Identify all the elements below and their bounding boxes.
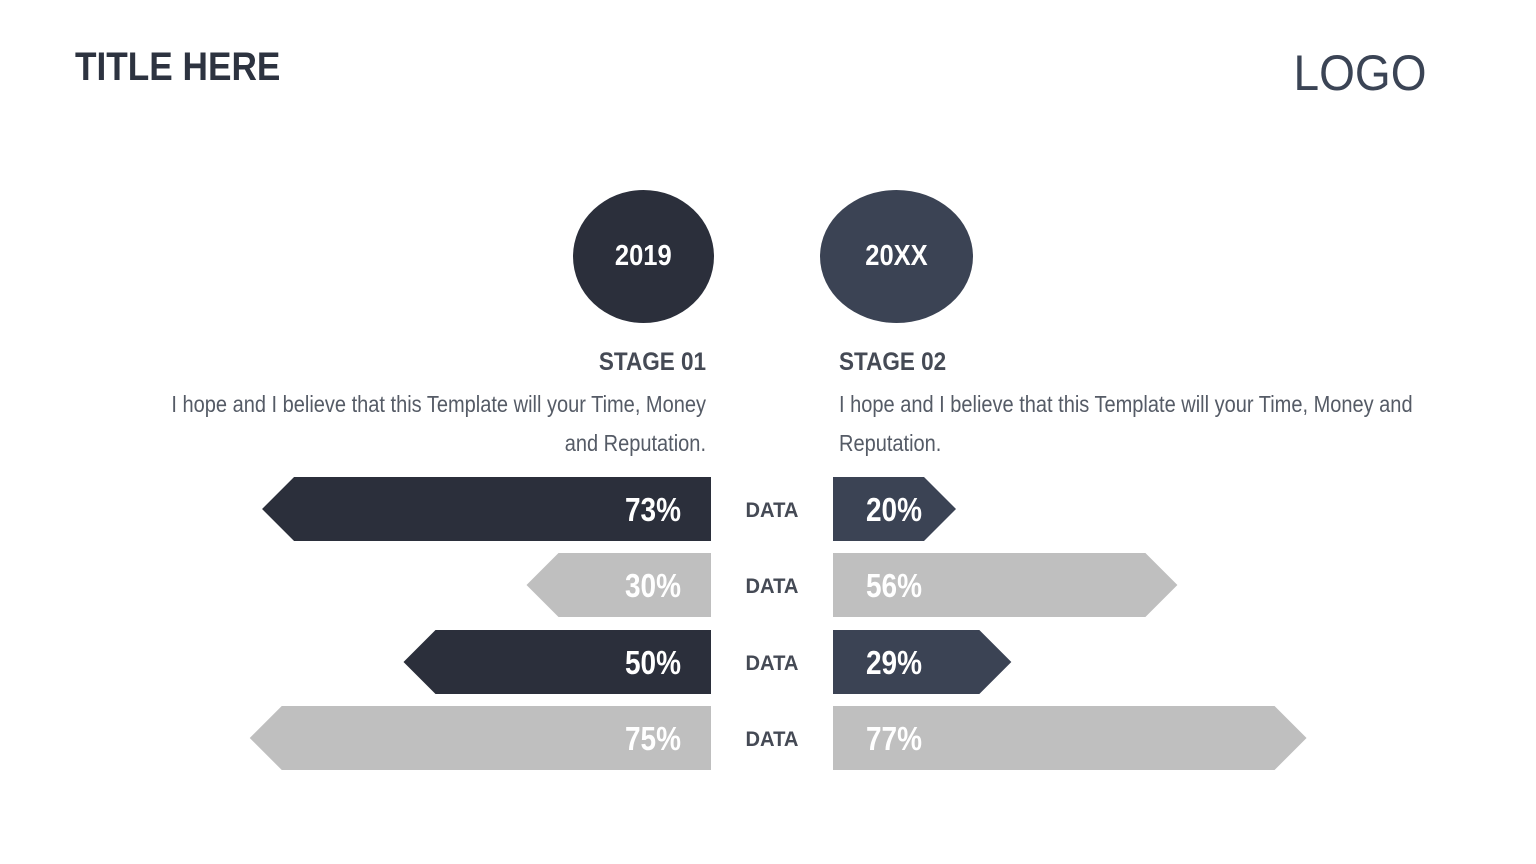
left-bar-label: 50% [625, 644, 681, 681]
stage-1-year: 2019 [615, 240, 672, 272]
logo: LOGO [1293, 45, 1426, 101]
right-bar-label: 77% [866, 720, 922, 757]
stage-2-description: I hope and I believe that this Template … [839, 391, 1413, 456]
right-bar-label: 20% [866, 491, 922, 528]
left-bar [526, 553, 711, 617]
right-bar [833, 706, 1307, 770]
stage-1-description: I hope and I believe that this Template … [171, 391, 707, 456]
stage-2-year-circle: 20XX [820, 190, 973, 323]
right-bar-label: 29% [866, 644, 922, 681]
stage-1-title: STAGE 01 [598, 348, 706, 376]
left-bar [249, 706, 711, 770]
left-bar-label: 30% [625, 567, 681, 604]
stage-1-year-circle: 2019 [573, 190, 714, 323]
right-bar [833, 630, 1012, 694]
category-label: DATA [746, 652, 799, 675]
left-bar-label: 73% [625, 491, 681, 528]
stage-2-year: 20XX [865, 240, 928, 272]
stage-2-title: STAGE 02 [839, 348, 947, 376]
page-title: TITLE HERE [75, 45, 281, 89]
left-bar [262, 477, 711, 541]
category-label: DATA [746, 575, 799, 598]
category-label: DATA [746, 499, 799, 522]
right-bar [833, 477, 956, 541]
right-bar-label: 56% [866, 567, 922, 604]
category-label: DATA [746, 728, 799, 751]
left-bar-label: 75% [625, 720, 681, 757]
right-bar [833, 553, 1178, 617]
left-bar [403, 630, 711, 694]
